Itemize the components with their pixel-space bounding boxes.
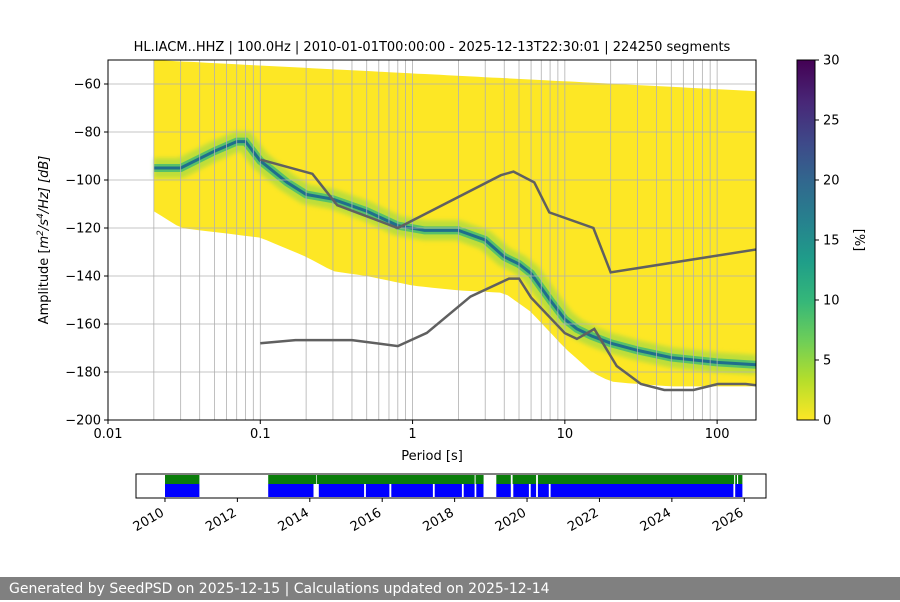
colorbar-tick-label: 10 [823,294,840,309]
timeline-bar-processed [316,475,475,484]
timeline-bar-processed [496,475,511,484]
footer-bar: Generated by SeedPSD on 2025-12-15 | Cal… [0,577,900,600]
y-axis-label: Amplitude [m2/s4/Hz] [dB] [36,156,52,325]
colorbar-ticks: 0 5 10 15 20 25 30 [815,54,840,429]
timeline-tick-label: 2026 [710,505,746,535]
footer-text: Generated by SeedPSD on 2025-12-15 | Cal… [9,581,550,597]
timeline-bar-available [496,484,511,497]
timeline-bar-available [735,484,743,497]
timeline-tick-label: 2018 [420,505,456,535]
timeline-bar-available [537,484,549,497]
x-axis-label: Period [s] [401,449,463,464]
colorbar-tick-label: 5 [823,354,831,369]
x-tick-label: 10 [557,427,574,442]
y-tick-label: −180 [65,366,101,381]
colorbar-tick-label: 0 [823,414,831,429]
y-tick-label: −140 [65,270,101,285]
y-tick-label: −60 [74,78,101,93]
x-axis: 0.01 0.1 1 10 100 [94,420,730,442]
timeline-bar-available [318,484,365,497]
x-tick-label: 1 [408,427,416,442]
timeline-tick-label: 2022 [565,505,601,535]
psd-mode-line [153,140,756,367]
timeline-bar-available [165,484,200,497]
timeline-bar-available [365,484,390,497]
timeline-bar-processed [475,475,484,484]
timeline-bar-processed [537,475,735,484]
timeline-bar-available [434,484,462,497]
timeline: 2010 2012 2014 2016 2018 2020 2022 2024 2026 [131,473,767,535]
timeline-axis: 2010 2012 2014 2016 2018 2020 2022 2024 2026 [131,498,746,535]
timeline-bar-processed [512,475,537,484]
y-tick-label: −200 [65,414,101,429]
nlnm-curve [260,277,756,392]
timeline-bar-available [463,484,475,497]
timeline-tick-label: 2024 [638,505,674,535]
plot-frame [107,59,757,421]
x-tick-label: 0.1 [250,427,271,442]
y-tick-label: −80 [74,126,101,141]
y-tick-label: −160 [65,318,101,333]
chart-title: HL.IACM..HHZ | 100.0Hz | 2010-01-01T00:0… [134,40,731,55]
x-tick-label: 100 [705,427,730,442]
timeline-bar-processed [735,475,737,484]
colorbar-tick-label: 20 [823,174,840,189]
timeline-bars [165,475,743,497]
timeline-tick-label: 2016 [348,505,384,535]
timeline-bar-available [391,484,433,497]
y-tick-label: −120 [65,222,101,237]
colorbar-label: [%] [851,229,866,252]
timeline-bar-available [513,484,529,497]
colorbar: 0 5 10 15 20 25 30 [%] [796,54,866,429]
figure: HL.IACM..HHZ | 100.0Hz | 2010-01-01T00:0… [36,40,866,535]
timeline-bar-processed [738,475,743,484]
timeline-bar-processed [268,475,316,484]
timeline-bar-available [476,484,484,497]
plot-grid [108,60,756,420]
colorbar-tick-label: 15 [823,234,840,249]
main-plot: 0.01 0.1 1 10 100 −200 −180 −160 −140 −120 −100 −8… [36,59,757,464]
colorbar-gradient [796,59,816,421]
timeline-tick-label: 2014 [276,505,312,535]
timeline-tick-label: 2020 [493,505,529,535]
colorbar-tick-label: 25 [823,114,840,129]
timeline-tick-label: 2012 [203,505,239,535]
timeline-bar-available [268,484,314,497]
timeline-bar-processed [165,475,200,484]
colorbar-tick-label: 30 [823,54,840,69]
timeline-tick-label: 2010 [131,505,167,535]
y-tick-label: −100 [65,174,101,189]
timeline-bar-available [550,484,734,497]
x-tick-label: 0.01 [94,427,123,442]
y-axis: −200 −180 −160 −140 −120 −100 −80 −60 [65,78,108,429]
timeline-bar-available [530,484,537,497]
nhnm-curve [259,158,756,274]
